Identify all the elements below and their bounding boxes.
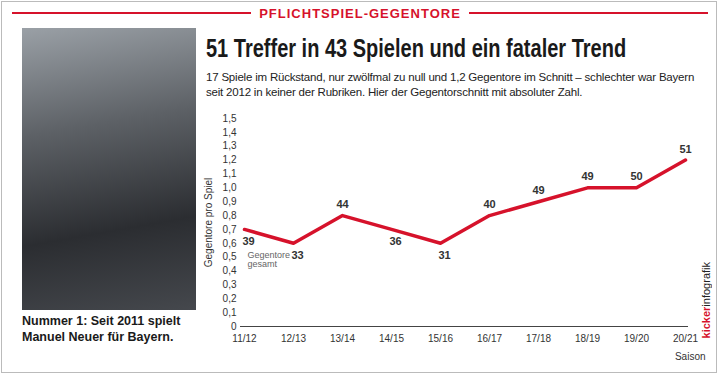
svg-text:0,6: 0,6 bbox=[223, 238, 237, 249]
svg-text:0,4: 0,4 bbox=[223, 265, 237, 276]
svg-text:19/20: 19/20 bbox=[624, 333, 649, 344]
svg-text:0,1: 0,1 bbox=[223, 307, 237, 318]
svg-text:14/15: 14/15 bbox=[379, 333, 404, 344]
svg-text:1,4: 1,4 bbox=[223, 127, 237, 138]
svg-text:0: 0 bbox=[231, 321, 237, 332]
svg-text:0,9: 0,9 bbox=[223, 196, 237, 207]
svg-text:20/21: 20/21 bbox=[673, 333, 698, 344]
html-text:51 Treffer in 43 Spielen und e: 51 Treffer in 43 Spielen und ein fataler… bbox=[206, 34, 627, 62]
svg-text:39: 39 bbox=[242, 235, 254, 247]
svg-text:0,3: 0,3 bbox=[223, 279, 237, 290]
svg-text:15/16: 15/16 bbox=[428, 333, 453, 344]
svg-text:Saison: Saison bbox=[675, 351, 706, 362]
svg-text:1,2: 1,2 bbox=[223, 154, 237, 165]
svg-text:40: 40 bbox=[483, 198, 495, 210]
svg-text:51: 51 bbox=[679, 143, 691, 155]
html-text:17 Spiele im Rückstand, nur zw: 17 Spiele im Rückstand, nur zwölfmal zu … bbox=[206, 71, 695, 98]
svg-text:31: 31 bbox=[438, 249, 450, 261]
svg-text:0,2: 0,2 bbox=[223, 293, 237, 304]
html-text:Nummer 1: Seit 2011 spielt Man: Nummer 1: Seit 2011 spielt Manuel Neuer … bbox=[22, 314, 181, 344]
svg-text:17/18: 17/18 bbox=[526, 333, 551, 344]
svg-text:13/14: 13/14 bbox=[330, 333, 355, 344]
svg-text:12/13: 12/13 bbox=[281, 333, 306, 344]
svg-text:Gegentore pro Spiel: Gegentore pro Spiel bbox=[203, 178, 214, 268]
svg-text:49: 49 bbox=[581, 170, 593, 182]
svg-text:1,5: 1,5 bbox=[223, 113, 237, 124]
svg-text:0,7: 0,7 bbox=[223, 224, 237, 235]
svg-text:1,1: 1,1 bbox=[223, 168, 237, 179]
svg-text:0,8: 0,8 bbox=[223, 210, 237, 221]
html-text:infografik: infografik bbox=[700, 262, 712, 307]
svg-text:16/17: 16/17 bbox=[477, 333, 502, 344]
svg-text:Gegentoregesamt: Gegentoregesamt bbox=[248, 250, 291, 269]
svg-text:1,0: 1,0 bbox=[223, 182, 237, 193]
html-text:kicker: kicker bbox=[700, 306, 712, 339]
svg-text:44: 44 bbox=[336, 198, 349, 210]
svg-text:18/19: 18/19 bbox=[575, 333, 600, 344]
svg-text:49: 49 bbox=[532, 184, 544, 196]
html-text:PFLICHTSPIEL-GEGENTORE: PFLICHTSPIEL-GEGENTORE bbox=[259, 5, 461, 21]
svg-text:33: 33 bbox=[291, 249, 303, 261]
svg-text:1,3: 1,3 bbox=[223, 140, 237, 151]
svg-text:0,5: 0,5 bbox=[223, 251, 237, 262]
svg-text:36: 36 bbox=[389, 235, 401, 247]
svg-text:11/12: 11/12 bbox=[232, 333, 257, 344]
svg-text:50: 50 bbox=[630, 170, 642, 182]
